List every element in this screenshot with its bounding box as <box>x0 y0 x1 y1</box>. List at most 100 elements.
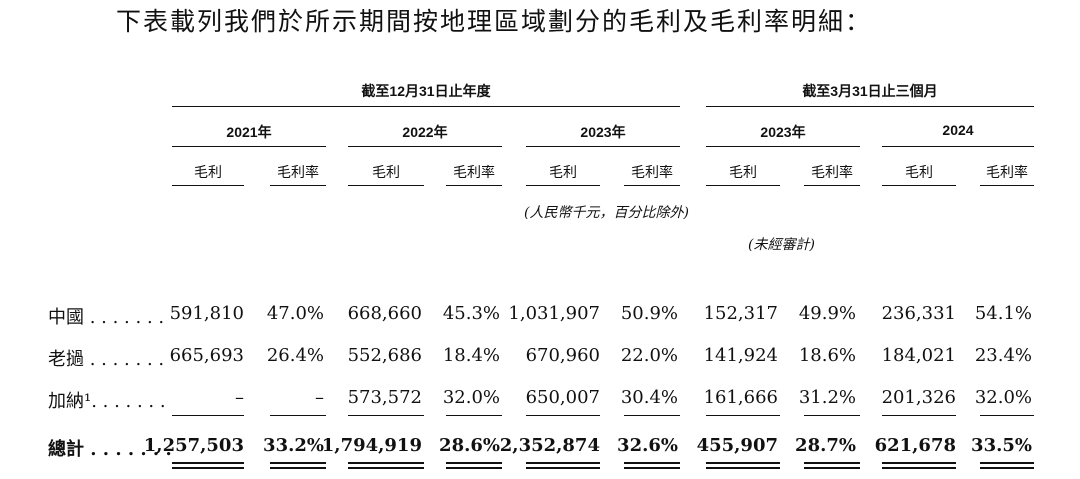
total-double-rule <box>882 462 956 464</box>
total-cell: 28.7% <box>795 435 856 456</box>
total-label: 總計 . . . . . . . <box>48 439 172 460</box>
total-cell: 1,794,919 <box>321 435 422 456</box>
col-header-profit: 毛利 <box>729 164 757 180</box>
table-cell: 1,031,907 <box>508 303 600 324</box>
total-double-rule <box>270 467 326 469</box>
table-cell: 49.9% <box>798 303 856 324</box>
table-cell: 26.4% <box>266 345 324 366</box>
table-cell: 141,924 <box>703 345 778 366</box>
table-cell: 573,572 <box>347 387 422 408</box>
year-rule-2024-q <box>882 146 1034 147</box>
total-double-rule <box>270 462 326 464</box>
col-rule <box>980 185 1034 186</box>
total-double-rule <box>624 467 680 469</box>
total-cell: 621,678 <box>874 435 956 456</box>
subtotal-rule <box>270 415 326 416</box>
group-header-annual: 截至12月31日止年度 <box>361 83 491 99</box>
table-cell: 50.9% <box>620 303 678 324</box>
table-cell: 30.4% <box>620 387 678 408</box>
total-double-rule <box>804 462 860 464</box>
col-rule <box>348 185 424 186</box>
unit-note: (人民幣千元，百分比除外) <box>524 205 689 221</box>
year-header-2024-q: 2024 <box>942 122 974 138</box>
table-cell: 47.0% <box>266 303 324 324</box>
table-cell: 591,810 <box>169 303 244 324</box>
table-cell: 236,331 <box>881 303 956 324</box>
subtotal-rule <box>804 415 860 416</box>
table-cell: 18.6% <box>798 345 856 366</box>
total-double-rule <box>446 462 502 464</box>
total-cell: 32.6% <box>617 435 678 456</box>
col-header-profit: 毛利 <box>194 164 222 180</box>
col-rule <box>706 185 780 186</box>
row-label: 中國 . . . . . . . <box>48 307 165 328</box>
group-rule-quarter <box>706 106 1034 107</box>
table-cell: 650,007 <box>525 387 600 408</box>
col-rule <box>882 185 956 186</box>
total-double-rule <box>706 467 780 469</box>
total-double-rule <box>804 467 860 469</box>
subtotal-rule <box>348 415 424 416</box>
total-cell: 2,352,874 <box>499 435 600 456</box>
intro-text: 下表載列我們於所示期間按地理區域劃分的毛利及毛利率明細： <box>116 7 873 36</box>
col-rule <box>624 185 680 186</box>
col-rule <box>446 185 502 186</box>
col-rule <box>172 185 244 186</box>
total-double-rule <box>446 467 502 469</box>
subtotal-rule <box>526 415 600 416</box>
total-double-rule <box>172 462 244 464</box>
col-header-margin: 毛利率 <box>986 164 1028 180</box>
total-cell: 28.6% <box>439 435 500 456</box>
total-double-rule <box>624 462 680 464</box>
subtotal-rule <box>706 415 780 416</box>
total-double-rule <box>526 467 600 469</box>
total-double-rule <box>980 462 1034 464</box>
total-cell: 455,907 <box>696 435 778 456</box>
col-header-profit: 毛利 <box>905 164 933 180</box>
col-header-margin: 毛利率 <box>811 164 853 180</box>
table-cell: 201,326 <box>881 387 956 408</box>
table-cell: 32.0% <box>442 387 500 408</box>
total-cell: 1,257,503 <box>143 435 244 456</box>
col-rule <box>526 185 600 186</box>
year-header-2021: 2021年 <box>226 124 272 140</box>
table-cell: 45.3% <box>442 303 500 324</box>
col-rule <box>804 185 860 186</box>
group-header-quarter: 截至3月31日止三個月 <box>802 83 938 99</box>
table-cell: 552,686 <box>347 345 422 366</box>
year-rule-2023 <box>526 146 680 147</box>
table-cell: 18.4% <box>442 345 500 366</box>
total-double-rule <box>348 467 424 469</box>
year-rule-2023-q <box>706 146 860 147</box>
subtotal-rule <box>172 415 244 416</box>
subtotal-rule <box>624 415 680 416</box>
table-cell: 665,693 <box>169 345 244 366</box>
row-label: 加納¹. . . . . . . <box>48 391 166 412</box>
table-cell: 32.0% <box>974 387 1032 408</box>
table-cell: 184,021 <box>881 345 956 366</box>
col-header-margin: 毛利率 <box>631 164 673 180</box>
year-rule-2022 <box>348 146 502 147</box>
subtotal-rule <box>882 415 956 416</box>
unaudited-note: (未經審計) <box>748 237 815 253</box>
table-cell: 22.0% <box>620 345 678 366</box>
total-double-rule <box>526 462 600 464</box>
total-cell: 33.2% <box>263 435 324 456</box>
table-cell: 54.1% <box>974 303 1032 324</box>
group-rule-annual <box>172 106 680 107</box>
table-cell: – <box>235 387 244 408</box>
total-double-rule <box>882 467 956 469</box>
subtotal-rule <box>446 415 502 416</box>
year-rule-2021 <box>172 146 326 147</box>
col-header-margin: 毛利率 <box>453 164 495 180</box>
table-cell: 23.4% <box>974 345 1032 366</box>
table-cell: 161,666 <box>703 387 778 408</box>
table-cell: 31.2% <box>798 387 856 408</box>
year-header-2023-q: 2023年 <box>760 124 806 140</box>
col-header-profit: 毛利 <box>549 164 577 180</box>
total-double-rule <box>172 467 244 469</box>
col-header-margin: 毛利率 <box>277 164 319 180</box>
table-cell: 152,317 <box>703 303 778 324</box>
total-double-rule <box>706 462 780 464</box>
subtotal-rule <box>980 415 1034 416</box>
